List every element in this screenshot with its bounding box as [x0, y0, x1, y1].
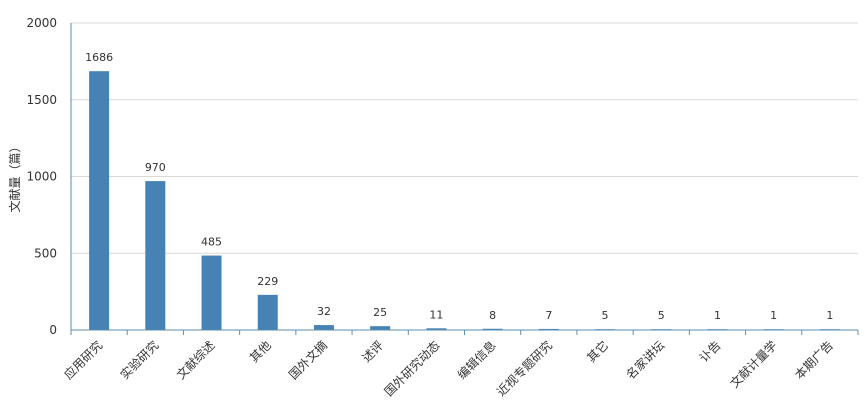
x-tick-label: 其他 — [247, 338, 274, 365]
bar — [89, 71, 110, 330]
y-tick-label: 2000 — [26, 16, 57, 30]
x-tick-label: 国外文摘 — [286, 338, 331, 383]
data-label: 8 — [489, 309, 496, 322]
x-tick-label: 近视专题研究 — [493, 338, 555, 400]
bar — [482, 328, 503, 330]
data-label: 1 — [770, 309, 777, 322]
data-label: 229 — [257, 275, 278, 288]
bars — [89, 71, 840, 330]
x-tick-label: 编辑信息 — [454, 338, 499, 383]
y-tick-label: 1000 — [26, 170, 57, 184]
bar — [201, 255, 222, 330]
y-axis-ticks: 0 500 1000 1500 2000 — [26, 16, 57, 337]
x-tick-label: 讣告 — [697, 338, 724, 365]
data-label: 7 — [545, 309, 552, 322]
y-tick-label: 500 — [34, 246, 57, 260]
data-label: 1686 — [85, 51, 113, 64]
bar — [257, 294, 278, 330]
data-label: 485 — [201, 236, 222, 249]
bar — [313, 325, 334, 330]
x-tick-label: 述评 — [359, 338, 386, 365]
bar — [538, 328, 559, 330]
data-label: 11 — [429, 308, 443, 321]
y-tick-label: 1500 — [26, 93, 57, 107]
x-tick-label: 本期广告 — [792, 338, 836, 382]
bar — [145, 181, 166, 330]
data-label: 970 — [145, 161, 166, 174]
y-tick-label: 0 — [49, 323, 57, 337]
data-label: 32 — [317, 305, 331, 318]
x-tick-label: 名家讲坛 — [623, 338, 668, 383]
data-label: 1 — [714, 309, 721, 322]
x-tick-label: 应用研究 — [61, 338, 106, 383]
data-label: 25 — [373, 306, 387, 319]
gridlines — [71, 22, 858, 254]
y-axis-title: 文献量（篇） — [7, 140, 22, 212]
x-tick-label: 文献综述 — [173, 338, 218, 383]
data-label: 5 — [602, 309, 609, 322]
x-tick-label: 其它 — [584, 338, 612, 366]
data-label: 1 — [826, 309, 833, 322]
bar — [426, 328, 447, 330]
x-tick-label: 文献计量学 — [727, 338, 780, 391]
bar — [370, 326, 391, 330]
data-label: 5 — [658, 309, 665, 322]
x-tick-label: 实验研究 — [117, 338, 162, 383]
x-tick-label: 国外研究动态 — [381, 338, 443, 400]
